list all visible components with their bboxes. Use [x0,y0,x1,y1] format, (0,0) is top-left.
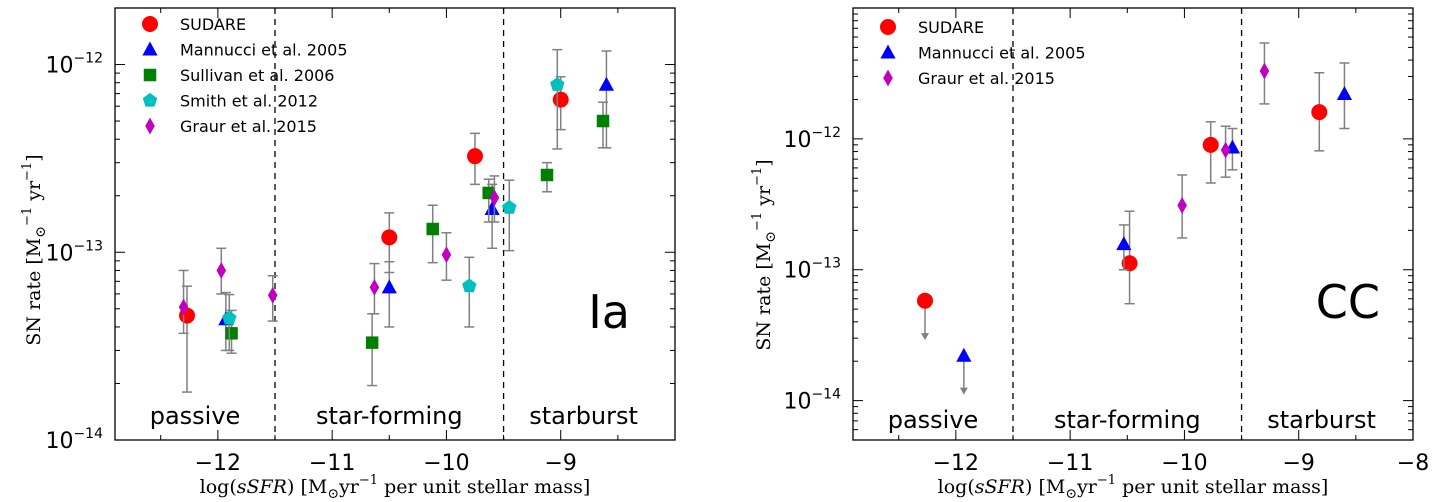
ia-point-square [540,168,554,182]
cc-point-diamond [1259,62,1270,80]
ia-legend-marker [142,16,158,32]
ia-region-passive: passive [150,402,241,430]
ia-legend-marker [142,92,158,107]
ia-legend-marker [143,68,157,82]
cc-upper-limit-arrow [921,333,929,341]
ia-legend-label: Smith et al. 2012 [180,92,318,111]
cc-region-starburst: starburst [1267,406,1376,434]
cc-point-diamond [1220,141,1231,159]
cc-panel-label: CC [1316,275,1380,329]
ia-legend-label: Sullivan et al. 2006 [180,66,334,85]
cc-xtick-label: −11 [1047,451,1093,476]
cc-xtick-label: −12 [933,451,979,476]
ia-region-starburst: starburst [529,402,638,430]
cc-xtick-label: −9 [1282,451,1314,476]
cc-ytick-label: 10−13 [783,256,841,284]
ia-point-square [225,327,238,340]
cc-region-star-forming: star-forming [1054,406,1201,434]
left-xlabel: log(sSFR) [M⊙yr−1 per unit stellar mass] [200,473,591,502]
cc-upper-limit-arrow [959,387,968,395]
ia-legend-marker [142,41,158,56]
cc-legend-marker [880,44,896,59]
cc-legend-label: SUDARE [918,18,984,37]
ia-legend-label: Mannucci et al. 2005 [180,41,348,60]
ia-panel-label: Ia [588,285,630,339]
right-ylabel: SN rate [M⊙−1 yr−1] [750,159,779,350]
ia-point-diamond [441,246,452,264]
ia-point-square [365,336,379,349]
ia-legend-marker [145,117,155,135]
cc-legend-label: Mannucci et al. 2005 [918,44,1086,63]
cc-legend-marker [883,69,893,87]
ia-point-square [426,222,439,236]
cc-point-triangle [1336,86,1353,101]
ia-point-diamond [178,298,189,316]
ia-point-pentagon [550,77,565,91]
ia-point-triangle [598,76,615,91]
ia-point-circle [467,148,483,165]
ia-ytick-label: 10−14 [45,426,103,454]
ia-xtick-label: −10 [423,451,469,476]
ia-point-diamond [267,286,278,304]
cc-xtick-label: −10 [1161,451,1207,476]
ia-plot-frame [114,7,676,441]
ia-xtick-label: −9 [544,451,576,476]
ia-legend-label: SUDARE [180,15,246,34]
ia-point-pentagon [462,278,477,293]
ia-point-diamond [489,189,500,207]
cc-legend-marker [880,19,896,35]
cc-xtick-label: −8 [1397,451,1429,476]
cc-ytick-label: 10−14 [783,387,841,415]
cc-legend-label: Graur et al. 2015 [918,69,1055,88]
ia-point-triangle [484,200,500,215]
ia-point-triangle [381,279,397,294]
cc-point-triangle [956,347,972,362]
ia-ytick-label: 10−12 [45,51,103,79]
ia-point-diamond [216,262,227,279]
cc-plot-frame [852,7,1414,441]
ia-point-pentagon [222,310,237,325]
ia-ytick-label: 10−13 [45,238,103,266]
cc-point-triangle [1116,236,1132,251]
left-ylabel: SN rate [M⊙−1 yr−1] [20,154,49,345]
ia-point-diamond [369,278,380,296]
cc-point-diamond [1177,197,1187,214]
cc-ytick-label: 10−12 [783,125,841,153]
ia-legend-label: Graur et al. 2015 [180,117,317,136]
ia-xtick-label: −12 [195,451,241,476]
ia-point-square [596,114,610,128]
cc-point-circle [1311,104,1328,121]
cc-point-circle [917,292,933,309]
ia-point-pentagon [502,200,517,214]
ia-point-circle [552,91,569,108]
ia-point-circle [381,229,398,246]
cc-point-circle [1121,255,1138,272]
right-xlabel: log(sSFR) [M⊙yr−1 per unit stellar mass] [938,473,1329,502]
ia-region-star-forming: star-forming [316,402,463,430]
cc-point-circle [1202,136,1219,153]
ia-xtick-label: −11 [309,451,355,476]
cc-region-passive: passive [888,406,979,434]
